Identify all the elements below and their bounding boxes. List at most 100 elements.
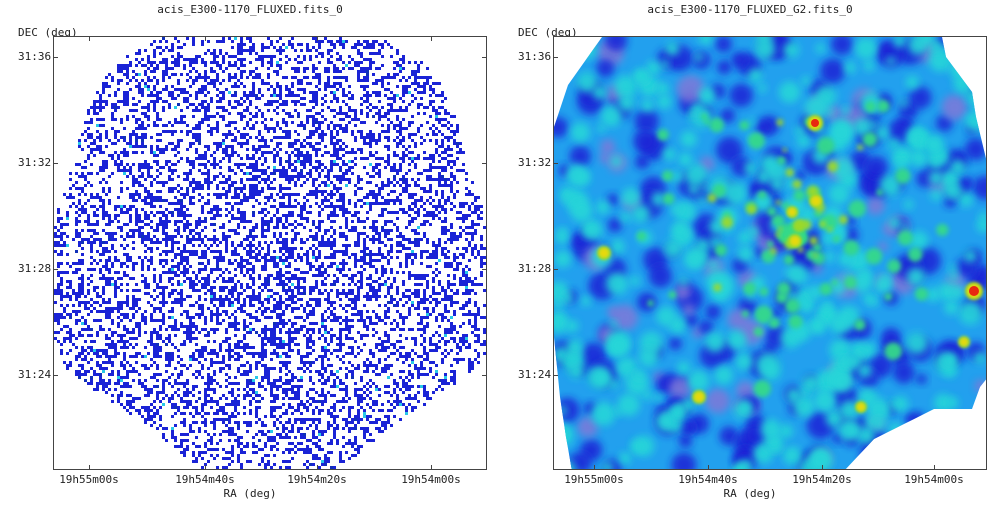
photon-pixel: [318, 271, 321, 274]
photon-pixel: [363, 325, 366, 328]
photon-pixel: [285, 178, 288, 181]
photon-pixel: [153, 241, 156, 244]
photon-pixel: [429, 163, 432, 166]
photon-pixel: [201, 310, 204, 313]
photon-pixel: [264, 307, 267, 310]
photon-pixel: [384, 322, 387, 325]
photon-pixel: [276, 208, 279, 211]
photon-pixel: [213, 223, 216, 226]
photon-pixel: [84, 220, 87, 223]
photon-pixel: [192, 253, 195, 256]
photon-pixel: [60, 295, 63, 298]
photon-pixel: [447, 148, 450, 151]
photon-pixel: [261, 190, 264, 193]
photon-pixel: [303, 139, 306, 142]
photon-pixel: [333, 256, 336, 259]
photon-pixel: [150, 145, 153, 148]
photon-pixel: [477, 250, 480, 253]
photon-pixel: [423, 85, 426, 88]
photon-pixel: [189, 181, 192, 184]
photon-pixel: [324, 118, 327, 121]
photon-pixel: [348, 244, 351, 247]
photon-pixel: [363, 244, 366, 247]
photon-pixel: [399, 313, 402, 316]
photon-pixel: [219, 286, 222, 289]
photon-pixel: [90, 205, 93, 208]
photon-pixel: [144, 244, 147, 247]
photon-pixel: [258, 292, 261, 295]
photon-pixel: [90, 142, 93, 145]
photon-pixel: [291, 229, 294, 232]
photon-pixel: [414, 205, 417, 208]
photon-pixel: [171, 97, 174, 100]
photon-pixel: [99, 199, 102, 202]
photon-pixel: [354, 211, 357, 214]
photon-pixel: [417, 76, 420, 79]
photon-pixel: [192, 235, 195, 238]
photon-pixel: [303, 166, 306, 169]
photon-pixel: [438, 121, 441, 124]
photon-pixel: [198, 313, 201, 316]
photon-pixel: [171, 178, 174, 181]
photon-pixel: [333, 91, 336, 94]
photon-pixel: [399, 169, 402, 172]
photon-pixel: [285, 55, 288, 58]
photon-pixel: [315, 226, 318, 229]
photon-pixel: [189, 265, 192, 268]
photon-pixel: [150, 79, 153, 82]
photon-pixel: [276, 223, 279, 226]
photon-pixel: [111, 79, 114, 82]
photon-pixel: [270, 289, 273, 292]
photon-pixel: [177, 103, 180, 106]
photon-pixel: [324, 232, 327, 235]
photon-pixel: [327, 169, 330, 172]
photon-pixel: [57, 289, 60, 292]
photon-pixel: [237, 196, 240, 199]
photon-pixel: [276, 193, 279, 196]
photon-pixel: [111, 76, 114, 79]
photon-pixel: [231, 85, 234, 88]
photon-pixel: [252, 94, 255, 97]
photon-pixel: [327, 238, 330, 241]
photon-pixel: [111, 277, 114, 280]
photon-pixel: [414, 211, 417, 214]
photon-pixel: [294, 307, 297, 310]
photon-pixel: [264, 253, 267, 256]
photon-pixel: [243, 193, 246, 196]
photon-pixel: [162, 100, 165, 103]
photon-pixel: [306, 76, 309, 79]
photon-pixel: [258, 259, 261, 262]
photon-pixel: [87, 127, 90, 130]
photon-pixel: [447, 196, 450, 199]
photon-pixel: [108, 259, 111, 262]
photon-pixel: [213, 256, 216, 259]
photon-pixel: [99, 259, 102, 262]
photon-pixel: [432, 106, 435, 109]
photon-pixel: [210, 238, 213, 241]
photon-pixel: [474, 319, 477, 322]
photon-pixel: [363, 295, 366, 298]
photon-pixel: [306, 256, 309, 259]
photon-pixel: [294, 142, 297, 145]
photon-pixel: [225, 247, 228, 250]
photon-pixel: [372, 280, 375, 283]
photon-pixel: [198, 103, 201, 106]
photon-pixel: [330, 49, 333, 52]
photon-pixel: [234, 322, 237, 325]
photon-pixel: [96, 220, 99, 223]
photon-pixel: [60, 298, 63, 301]
photon-pixel: [474, 211, 477, 214]
photon-pixel: [354, 298, 357, 301]
photon-pixel: [342, 232, 345, 235]
photon-pixel: [183, 115, 186, 118]
photon-pixel: [360, 313, 363, 316]
photon-pixel: [63, 310, 66, 313]
photon-pixel: [291, 211, 294, 214]
photon-pixel: [486, 322, 487, 325]
photon-pixel: [240, 46, 243, 49]
photon-pixel: [330, 91, 333, 94]
photon-pixel: [240, 259, 243, 262]
photon-pixel: [441, 316, 444, 319]
photon-pixel: [258, 193, 261, 196]
photon-pixel: [174, 187, 177, 190]
